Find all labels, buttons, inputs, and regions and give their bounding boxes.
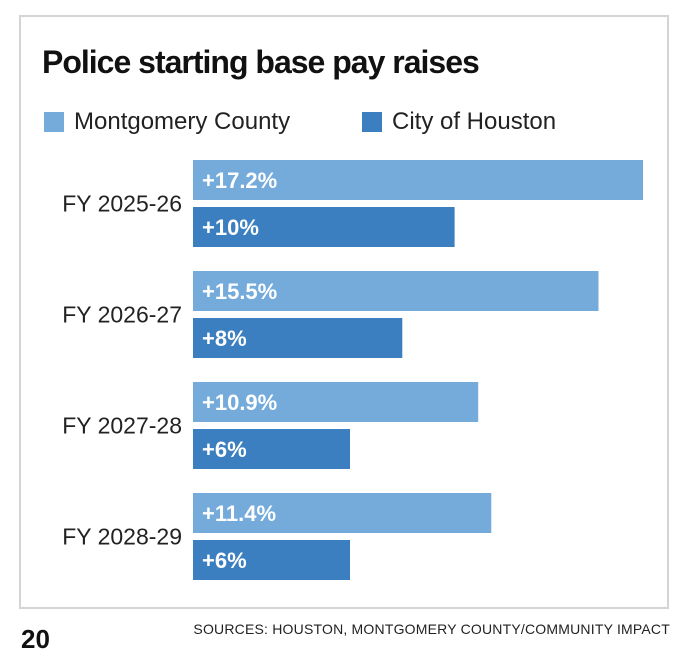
chart-title: Police starting base pay raises <box>42 44 480 80</box>
category-label-fy-2027-28: FY 2027-28 <box>62 413 182 439</box>
data-label-city-of-houston-fy-2027-28: +6% <box>202 437 247 462</box>
category-label-fy-2026-27: FY 2026-27 <box>62 302 182 328</box>
bar-montgomery-county-fy-2028-29 <box>193 493 492 533</box>
category-label-fy-2028-29: FY 2028-29 <box>62 524 182 550</box>
category-label-fy-2025-26: FY 2025-26 <box>62 191 182 217</box>
data-label-montgomery-county-fy-2028-29: +11.4% <box>202 501 276 526</box>
data-label-montgomery-county-fy-2025-26: +17.2% <box>202 168 277 193</box>
legend-swatch-city-of-houston <box>362 112 382 132</box>
legend-item-city-of-houston: City of Houston <box>362 108 556 136</box>
legend-label-city-of-houston: City of Houston <box>392 108 557 135</box>
bar-montgomery-county-fy-2026-27 <box>193 271 599 311</box>
page-number: 20 <box>21 624 50 654</box>
data-label-montgomery-county-fy-2026-27: +15.5% <box>202 279 277 304</box>
bar-montgomery-county-fy-2027-28 <box>193 382 479 422</box>
bar-city-of-houston-fy-2028-29 <box>193 540 350 580</box>
bar-city-of-houston-fy-2026-27 <box>193 318 403 358</box>
data-label-montgomery-county-fy-2027-28: +10.9% <box>202 390 277 415</box>
legend-swatch-montgomery-county <box>44 112 64 132</box>
bar-city-of-houston-fy-2027-28 <box>193 429 350 469</box>
legend-item-montgomery-county: Montgomery County <box>44 108 290 136</box>
data-label-city-of-houston-fy-2028-29: +6% <box>202 548 247 573</box>
data-label-city-of-houston-fy-2026-27: +8% <box>202 326 247 351</box>
sources-note: SOURCES: HOUSTON, MONTGOMERY COUNTY/COMM… <box>193 621 670 637</box>
bar-montgomery-county-fy-2025-26 <box>193 160 643 200</box>
legend-label-montgomery-county: Montgomery County <box>74 108 291 135</box>
bar-city-of-houston-fy-2025-26 <box>193 207 455 247</box>
data-label-city-of-houston-fy-2025-26: +10% <box>202 215 259 240</box>
